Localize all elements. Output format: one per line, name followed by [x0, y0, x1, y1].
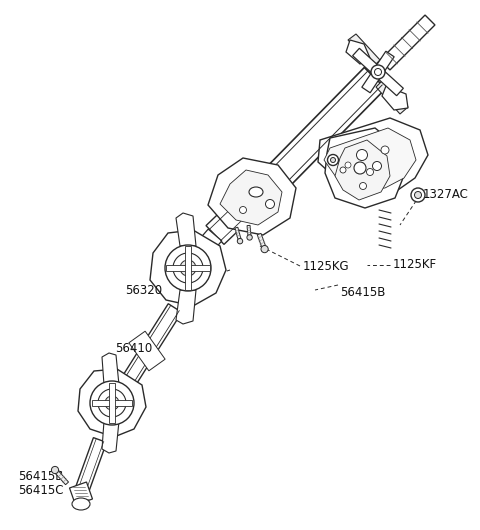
Polygon shape — [208, 158, 296, 235]
Polygon shape — [257, 233, 266, 250]
Ellipse shape — [367, 169, 373, 175]
Ellipse shape — [240, 207, 247, 214]
Ellipse shape — [411, 188, 425, 202]
Ellipse shape — [184, 264, 192, 272]
Polygon shape — [324, 128, 416, 190]
Polygon shape — [176, 213, 196, 246]
Polygon shape — [206, 181, 271, 244]
Ellipse shape — [72, 498, 90, 510]
Ellipse shape — [173, 253, 203, 283]
Ellipse shape — [90, 381, 134, 425]
Polygon shape — [78, 369, 146, 437]
Text: 1125KG: 1125KG — [303, 261, 349, 273]
Polygon shape — [129, 331, 165, 371]
Polygon shape — [92, 400, 132, 406]
Text: 1327AC: 1327AC — [423, 188, 469, 200]
Ellipse shape — [98, 389, 126, 417]
Polygon shape — [348, 34, 380, 67]
Text: 56415B: 56415B — [340, 286, 385, 298]
Polygon shape — [325, 128, 405, 208]
Ellipse shape — [331, 157, 336, 163]
Ellipse shape — [51, 466, 59, 474]
Polygon shape — [102, 353, 119, 385]
Polygon shape — [102, 421, 119, 453]
Ellipse shape — [381, 146, 389, 154]
Ellipse shape — [345, 162, 351, 168]
Polygon shape — [185, 246, 191, 290]
Polygon shape — [235, 227, 241, 242]
Text: 1125KF: 1125KF — [393, 259, 437, 271]
Ellipse shape — [237, 238, 243, 244]
Ellipse shape — [265, 199, 275, 208]
Polygon shape — [53, 469, 69, 485]
Ellipse shape — [372, 162, 382, 171]
Polygon shape — [70, 482, 93, 505]
Polygon shape — [247, 225, 251, 237]
Ellipse shape — [261, 245, 268, 253]
Polygon shape — [75, 438, 107, 492]
Ellipse shape — [357, 149, 368, 161]
Polygon shape — [335, 140, 390, 200]
Ellipse shape — [165, 245, 211, 291]
Text: 56320: 56320 — [125, 284, 162, 296]
Ellipse shape — [249, 187, 263, 197]
Ellipse shape — [354, 162, 366, 174]
Polygon shape — [382, 86, 408, 110]
Polygon shape — [346, 40, 370, 64]
Polygon shape — [362, 51, 394, 93]
Text: 56415C: 56415C — [18, 483, 63, 497]
Ellipse shape — [247, 235, 252, 240]
Polygon shape — [220, 170, 282, 225]
Ellipse shape — [415, 191, 421, 199]
Polygon shape — [176, 290, 196, 324]
Ellipse shape — [371, 65, 385, 79]
Polygon shape — [353, 48, 403, 96]
Polygon shape — [259, 67, 386, 196]
Polygon shape — [150, 230, 226, 306]
Polygon shape — [318, 118, 428, 195]
Polygon shape — [188, 229, 222, 264]
Text: 56410: 56410 — [115, 342, 152, 356]
Polygon shape — [113, 304, 182, 399]
Ellipse shape — [180, 260, 196, 276]
Polygon shape — [380, 15, 435, 70]
Ellipse shape — [105, 396, 119, 410]
Ellipse shape — [360, 182, 367, 190]
Ellipse shape — [327, 155, 338, 165]
Ellipse shape — [340, 167, 346, 173]
Polygon shape — [109, 383, 115, 423]
Text: 56415B: 56415B — [18, 470, 63, 482]
Polygon shape — [166, 265, 210, 271]
Polygon shape — [376, 80, 408, 114]
